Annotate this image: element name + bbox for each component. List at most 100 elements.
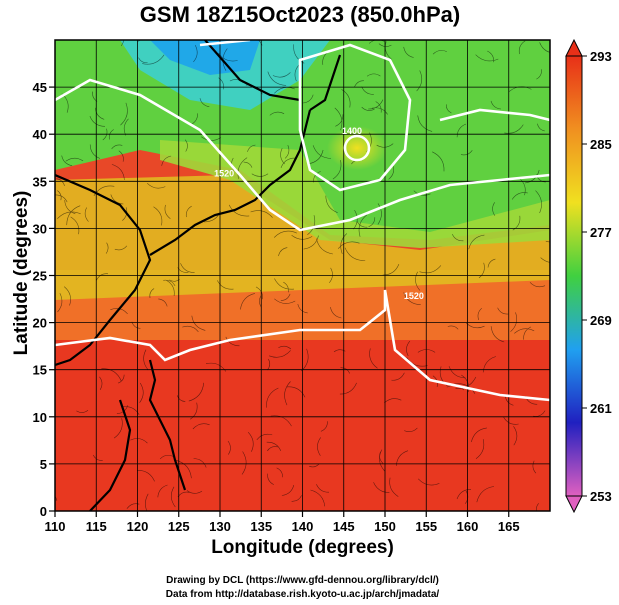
streamline [310, 489, 326, 507]
streamline [237, 157, 248, 179]
streamline [228, 204, 250, 217]
streamline [139, 382, 144, 403]
streamline [176, 460, 192, 479]
streamline [508, 86, 532, 92]
streamline [269, 111, 285, 116]
graticule [55, 40, 550, 511]
streamline [303, 235, 319, 250]
streamline [114, 245, 128, 251]
colorbar-fill [565, 55, 583, 497]
streamline [476, 486, 495, 503]
streamline [111, 164, 125, 180]
streamline [136, 469, 155, 482]
streamline [340, 367, 351, 374]
streamline [535, 190, 542, 214]
streamline [316, 238, 333, 255]
streamline [545, 240, 550, 243]
colorbar-min-triangle [565, 495, 583, 514]
streamline [158, 298, 168, 307]
streamline [415, 271, 421, 291]
streamline [539, 42, 550, 53]
streamline [89, 115, 106, 127]
colorbar-max-triangle [565, 38, 583, 57]
streamline [138, 57, 148, 64]
streamline [291, 495, 302, 502]
streamline [404, 427, 418, 432]
streamline [61, 155, 73, 166]
streamline [332, 160, 342, 180]
streamline [243, 161, 253, 168]
streamline [358, 214, 368, 237]
streamline [329, 267, 333, 283]
streamline [317, 437, 321, 456]
streamline [511, 192, 528, 200]
y-tick-label: 10 [33, 410, 47, 425]
warm-core-feature [327, 126, 387, 170]
streamline [406, 340, 411, 357]
streamline [341, 89, 351, 108]
streamline [274, 87, 295, 94]
colorbar-tick-label: 253 [590, 489, 612, 504]
streamline [382, 263, 400, 276]
streamline [417, 478, 440, 486]
streamline [478, 262, 485, 279]
streamline [57, 190, 62, 201]
streamline [377, 203, 382, 225]
streamline [65, 157, 84, 162]
streamline [218, 77, 224, 90]
y-tick-label: 40 [33, 127, 47, 142]
streamline [396, 450, 409, 466]
streamline [308, 149, 324, 164]
streamline [153, 206, 163, 226]
streamline [164, 204, 171, 219]
temperature-band-blue [150, 40, 260, 75]
figure-title: GSM 18Z15Oct2023 (850.0hPa) [139, 2, 461, 27]
y-tick-label: 15 [33, 363, 47, 378]
y-tick-label: 35 [33, 174, 47, 189]
streamline [378, 43, 392, 47]
streamline [56, 178, 65, 186]
streamline [369, 40, 385, 44]
x-tick-label: 145 [333, 519, 355, 534]
y-tick-label: 5 [40, 457, 47, 472]
coastlines [55, 40, 342, 511]
streamline [460, 150, 473, 156]
streamline [512, 215, 521, 231]
streamline [217, 280, 234, 290]
colorbar-tick-label: 285 [590, 137, 612, 152]
streamline [419, 265, 442, 274]
contour-label: 1520 [404, 291, 424, 301]
streamline [344, 247, 366, 261]
streamline [529, 282, 546, 288]
streamline [101, 368, 122, 382]
streamline [475, 54, 499, 62]
x-tick-label: 110 [45, 519, 66, 534]
streamline [66, 205, 81, 226]
streamline [130, 438, 148, 444]
streamline [312, 145, 332, 159]
streamline [225, 336, 240, 347]
contour-label: 1520 [214, 169, 234, 179]
streamline [278, 247, 288, 257]
streamline [142, 54, 165, 65]
streamline [64, 286, 71, 306]
streamline [456, 489, 472, 500]
streamline [293, 44, 305, 64]
streamline [353, 209, 358, 230]
streamline [368, 217, 376, 227]
streamline [192, 423, 210, 430]
streamline [274, 278, 295, 290]
streamline [536, 69, 542, 80]
streamline [518, 40, 526, 55]
streamline [503, 417, 519, 425]
streamline [280, 157, 296, 169]
streamline [379, 451, 384, 464]
streamline [180, 263, 195, 273]
colorbar-tick-label: 293 [590, 49, 612, 64]
streamline [182, 325, 199, 332]
streamline [241, 451, 247, 475]
streamline [105, 242, 109, 254]
streamline [330, 307, 342, 319]
streamline [57, 293, 63, 313]
